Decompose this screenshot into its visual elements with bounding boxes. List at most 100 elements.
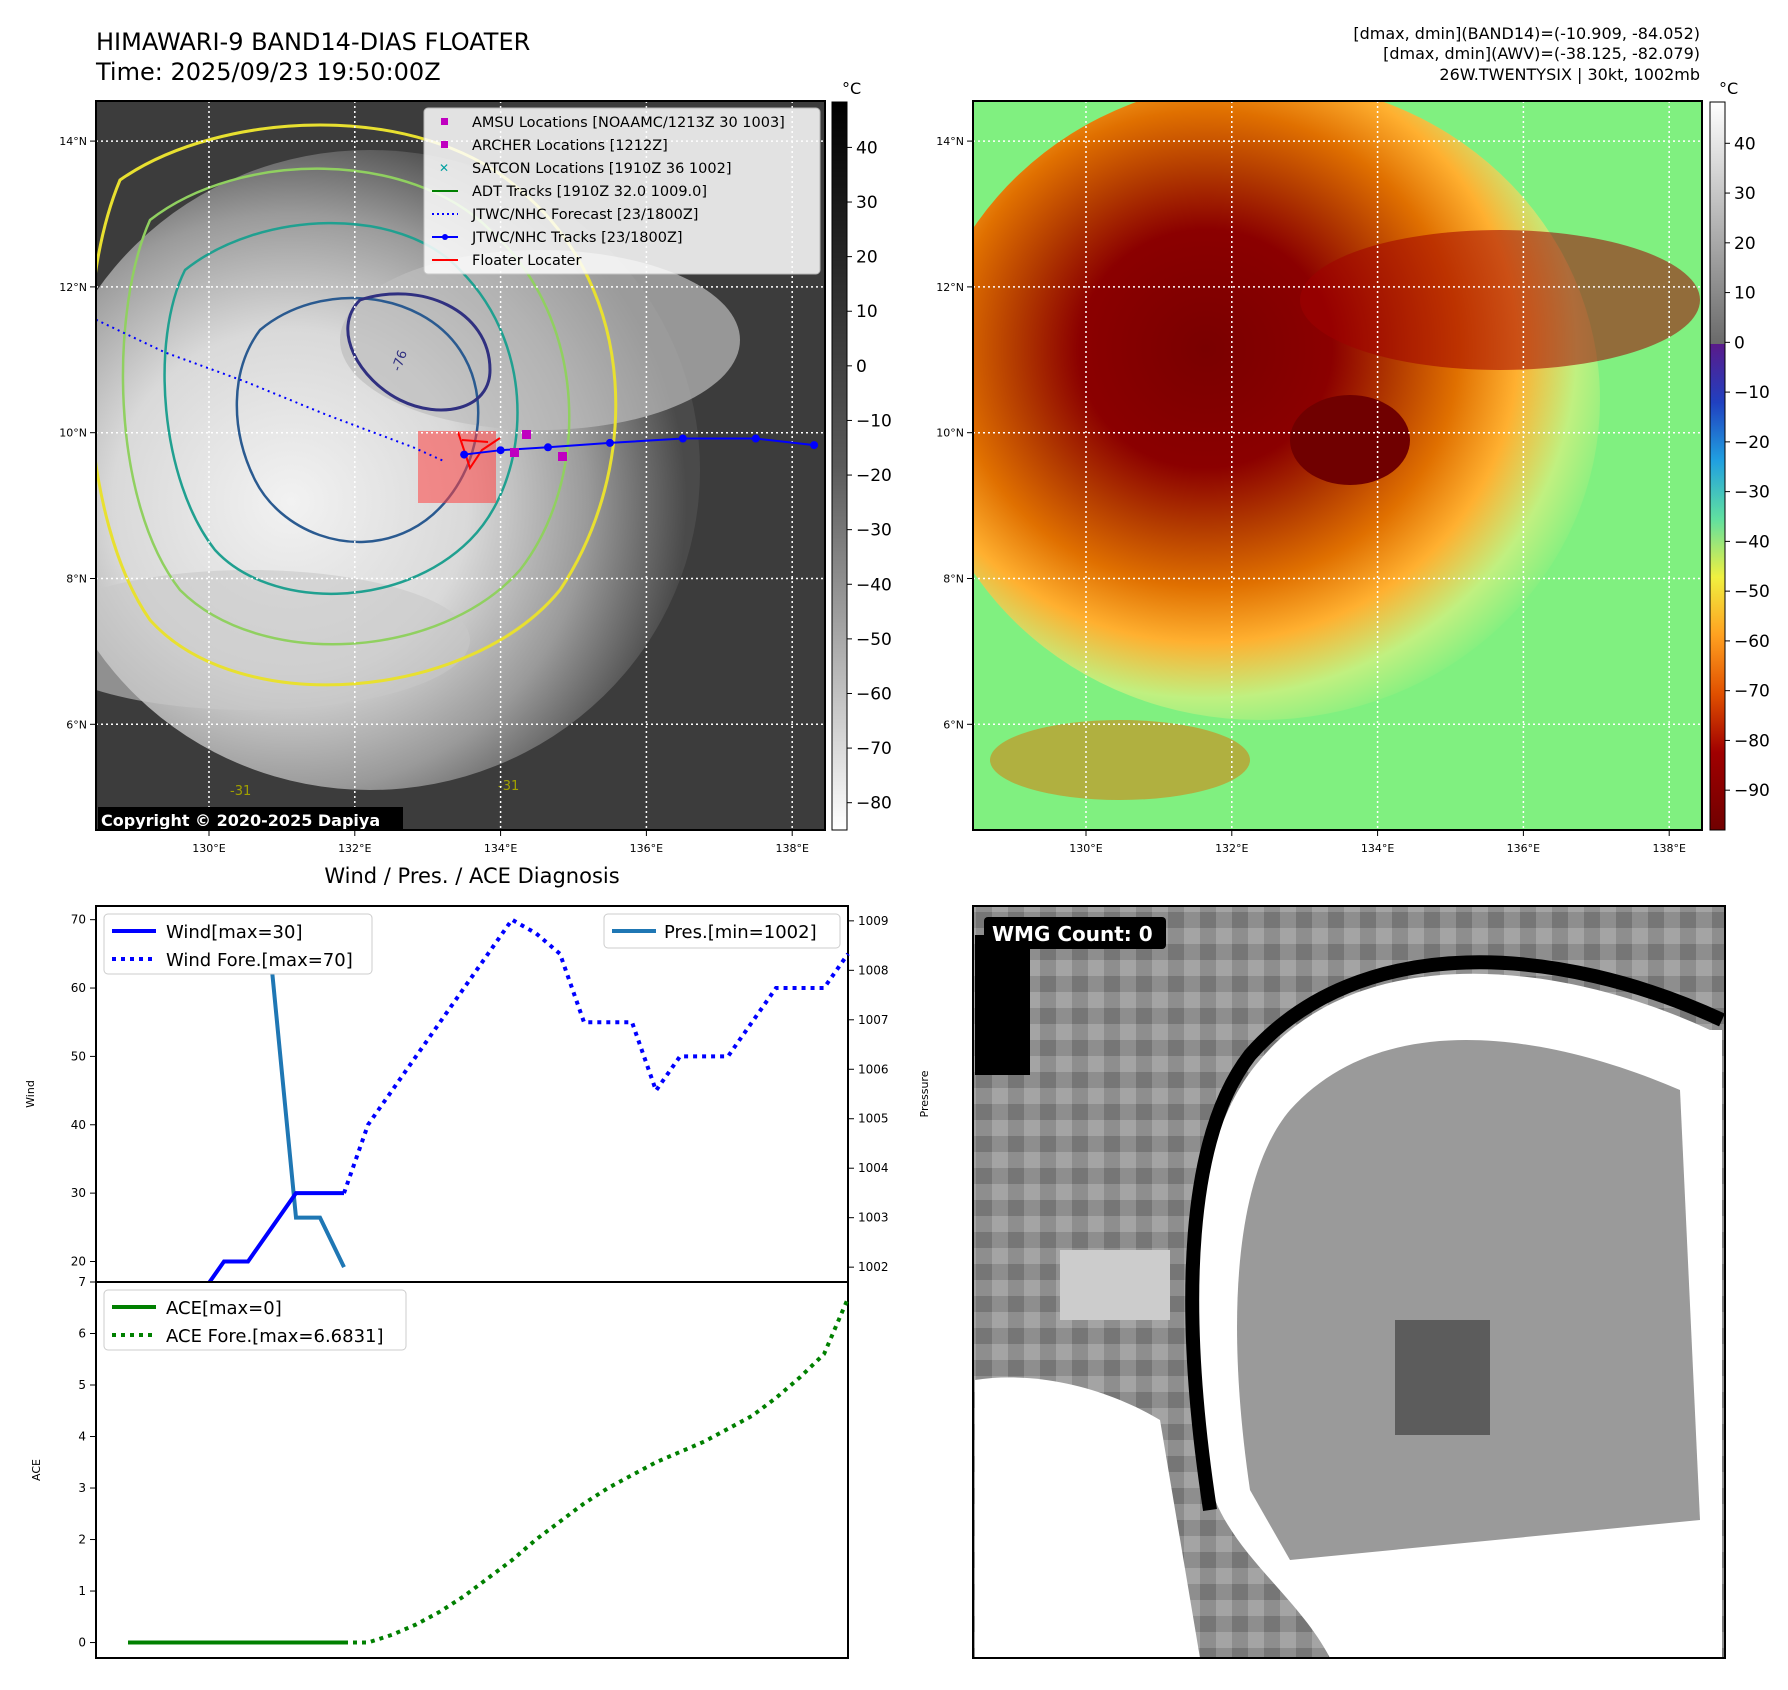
axis-tick-label: 1005 xyxy=(858,1112,889,1126)
axis-tick-label: 1004 xyxy=(858,1161,889,1175)
colorbar-tick-label: −30 xyxy=(856,521,892,541)
wmg-center xyxy=(1395,1320,1490,1435)
axis-tick-label: 70 xyxy=(71,913,86,927)
contour-teal xyxy=(163,221,519,595)
colorbar-tick-label: −80 xyxy=(856,794,892,814)
axis-tick-label: 20 xyxy=(71,1254,86,1268)
wmg-count-label: WMG Count: 0 xyxy=(992,922,1153,946)
axis-tick-label: 7 xyxy=(78,1275,86,1289)
legend-label: ADT Tracks [1910Z 32.0 1009.0] xyxy=(472,184,707,200)
lat-tick-label: 6°N xyxy=(943,718,964,731)
ace-legend-label: ACE[max=0] xyxy=(166,1298,282,1319)
lat-tick-label: 12°N xyxy=(59,281,87,294)
archer-marker xyxy=(510,448,519,457)
legend-label: SATCON Locations [1910Z 36 1002] xyxy=(472,161,731,177)
wmg-black-nw xyxy=(975,935,1030,1075)
colorbar-tick-label: −40 xyxy=(856,575,892,595)
axis-tick-label: 4 xyxy=(78,1430,86,1444)
figure-title: HIMAWARI-9 BAND14-DIAS FLOATER xyxy=(96,28,530,56)
contour-indigo xyxy=(346,292,492,412)
contour-label: -31 xyxy=(230,784,251,799)
legend-swatch xyxy=(441,141,448,148)
track-point xyxy=(543,443,552,452)
contour-label: -31 xyxy=(498,779,519,794)
wmg-label-box xyxy=(984,917,1166,949)
wind-axis-label: Wind xyxy=(24,1080,37,1108)
ace-legend: ACE[max=0] ACE Fore.[max=6.6831] xyxy=(103,1289,407,1351)
wmg-interior xyxy=(1237,1040,1700,1560)
axis-tick-label: 50 xyxy=(71,1049,86,1063)
lat-tick-label: 8°N xyxy=(66,572,87,585)
colorbar-tick-label: −10 xyxy=(1734,383,1770,403)
left-map-outer-band xyxy=(340,250,740,430)
track-point xyxy=(678,434,687,443)
axis-tick-label: 6 xyxy=(78,1327,86,1341)
legend-label: Floater Locater xyxy=(472,253,581,269)
colorbar-tick-label: 20 xyxy=(856,248,878,268)
colorbar-tick-label: −20 xyxy=(1734,433,1770,453)
right-map-ticks: 130°E 132°E 134°E 136°E 138°E 14°N 12°N 10°N 8°N… xyxy=(936,135,1686,855)
legend-label: JTWC/NHC Forecast [23/1800Z] xyxy=(471,207,698,223)
contour-green xyxy=(121,167,571,646)
axis-tick-label: 1 xyxy=(78,1584,86,1598)
colorbar-tick-label: −60 xyxy=(856,684,892,704)
axis-tick-label: 1002 xyxy=(858,1260,889,1274)
lat-tick-label: 8°N xyxy=(943,572,964,585)
axis-tick-label: 5 xyxy=(78,1378,86,1392)
colorbar-tick-label: 30 xyxy=(1734,184,1756,204)
colorbar-tick-label: 10 xyxy=(856,302,878,322)
jtwc-forecast-track xyxy=(96,318,443,462)
lat-tick-label: 14°N xyxy=(936,135,964,148)
left-colorbar: °C 40 30 20 10 0 −10 −20 −30 −40 −50 −60 −70 −80 xyxy=(831,79,892,831)
lon-tick-label: 136°E xyxy=(1507,842,1540,855)
colorbar-tick-label: −80 xyxy=(1734,731,1770,751)
right-colorbar-bottom xyxy=(1710,344,1725,830)
lat-tick-label: 10°N xyxy=(936,427,964,440)
colorbar-tick-label: −90 xyxy=(1734,781,1770,801)
right-map-band xyxy=(1300,230,1700,370)
pres-legend-label: Pres.[min=1002] xyxy=(664,922,817,943)
lat-tick-label: 12°N xyxy=(936,281,964,294)
archer-marker xyxy=(558,452,567,461)
wmg-white-sw xyxy=(975,1377,1200,1658)
lon-tick-label: 130°E xyxy=(1069,842,1102,855)
colorbar-tick-label: 20 xyxy=(1734,234,1756,254)
colorbar-tick-label: −70 xyxy=(1734,682,1770,702)
left-map-ticks: 130°E 132°E 134°E 136°E 138°E 14°N 12°N 10°N 8°N… xyxy=(59,135,809,855)
axis-tick-label: 1006 xyxy=(858,1062,889,1076)
info-awv: [dmax, dmin](AWV)=(-38.125, -82.079) xyxy=(1383,44,1700,63)
legend-label: AMSU Locations [NOAAMC/1213Z 30 1003] xyxy=(472,115,785,131)
colorbar-tick-label: 30 xyxy=(856,193,878,213)
colorbar-tick-label: 0 xyxy=(856,357,867,377)
wmg-black-ring xyxy=(1185,955,1725,1512)
floater-locater-track xyxy=(457,431,501,471)
axis-tick-label: 30 xyxy=(71,1186,86,1200)
wind-legend: Wind[max=30] Wind Fore.[max=70] xyxy=(103,913,373,975)
right-map-gridlines xyxy=(973,101,1702,830)
wind-panel: Wind / Pres. / ACE Diagnosis Wind Pressu… xyxy=(24,864,931,1298)
legend-swatch: ✕ xyxy=(439,161,449,175)
info-storm: 26W.TWENTYSIX | 30kt, 1002mb xyxy=(1439,65,1700,84)
right-map-cloud xyxy=(973,101,1600,720)
wind-fore-legend-label: Wind Fore.[max=70] xyxy=(166,950,353,971)
lat-tick-label: 6°N xyxy=(66,718,87,731)
colorbar-tick-label: −60 xyxy=(1734,632,1770,652)
right-colorbar-unit: °C xyxy=(1719,79,1738,98)
track-point xyxy=(496,446,505,455)
axis-tick-label: 2 xyxy=(78,1533,86,1547)
contour-label: -76 xyxy=(390,348,411,373)
lat-tick-label: 10°N xyxy=(59,427,87,440)
lon-tick-label: 134°E xyxy=(484,842,517,855)
right-colorbar: °C 40 30 20 10 0 −10 −20 −30 −40 −50 −60 −70 −80 −90 xyxy=(1709,79,1770,831)
track-point xyxy=(460,450,469,459)
axis-tick-label: 40 xyxy=(71,1118,86,1132)
legend-swatch xyxy=(441,118,448,125)
copyright-box xyxy=(98,807,403,830)
right-colorbar-frame xyxy=(1709,101,1726,831)
colorbar-tick-label: 40 xyxy=(856,138,878,158)
lon-tick-label: 134°E xyxy=(1361,842,1394,855)
track-point xyxy=(605,438,614,447)
lon-tick-label: 130°E xyxy=(192,842,225,855)
wind-legend-label: Wind[max=30] xyxy=(166,922,303,943)
